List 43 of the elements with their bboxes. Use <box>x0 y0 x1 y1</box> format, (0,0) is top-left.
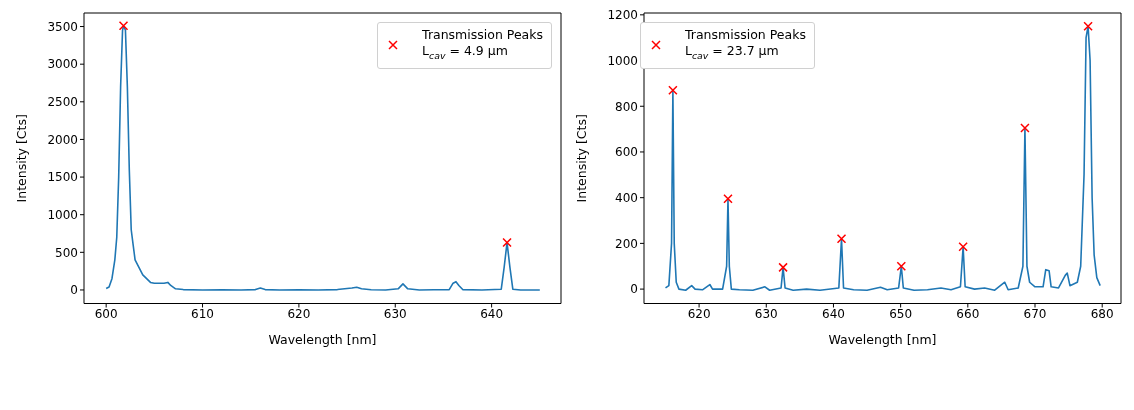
x-tick-label: 640 <box>822 307 845 322</box>
x-axis-title: Wavelength [nm] <box>268 331 377 347</box>
y-tick-label: 1000 <box>47 207 78 222</box>
y-tick-label: 1000 <box>607 53 638 68</box>
y-axis-title: Intensity [Cts] <box>14 114 30 203</box>
y-tick-label: 200 <box>615 236 638 251</box>
point <box>668 85 678 95</box>
y-tick-label: 1500 <box>47 170 78 185</box>
x-tick-label: 660 <box>956 307 980 322</box>
x-tick-label: 630 <box>754 307 778 322</box>
x-tick-label: 610 <box>191 307 214 322</box>
line-series <box>105 24 541 291</box>
y-tick-label: 400 <box>615 190 638 205</box>
y-tick-label: 0 <box>630 282 638 297</box>
x-tick-label: 600 <box>94 307 118 322</box>
point <box>1083 21 1093 32</box>
y-tick-label: 600 <box>615 145 638 160</box>
point <box>778 262 788 273</box>
y-tick-label: 0 <box>70 283 78 298</box>
legend-label: Transmission Peaks L$_{cav}$ = 23.7 µm <box>685 27 806 63</box>
point <box>896 261 907 271</box>
x-tick-label: 630 <box>383 307 407 322</box>
x-tick-label: 670 <box>1023 307 1047 322</box>
point <box>1020 123 1030 133</box>
x-tick-label: 640 <box>480 307 504 322</box>
y-tick-label: 800 <box>615 99 638 114</box>
y-tick-label: 500 <box>55 245 78 260</box>
point <box>958 242 968 252</box>
y-axis-title: Intensity [Cts] <box>574 114 590 203</box>
point <box>836 234 847 244</box>
point <box>723 194 733 204</box>
y-tick-label: 2000 <box>47 132 78 147</box>
y-tick-label: 3000 <box>47 57 78 72</box>
y-tick-label: 1200 <box>607 8 638 23</box>
y-tick-label: 2500 <box>47 95 78 110</box>
y-tick-label: 3500 <box>47 19 78 34</box>
x-tick-label: 620 <box>687 307 711 322</box>
x-tick-label: 650 <box>889 307 913 322</box>
x-tick-label: 620 <box>287 307 311 322</box>
line-series <box>664 25 1101 292</box>
legend-label: Transmission Peaks L$_{cav}$ = 4.9 µm <box>422 27 543 63</box>
x-tick-label: 680 <box>1090 307 1114 322</box>
x-axis-title: Wavelength [nm] <box>828 331 937 347</box>
